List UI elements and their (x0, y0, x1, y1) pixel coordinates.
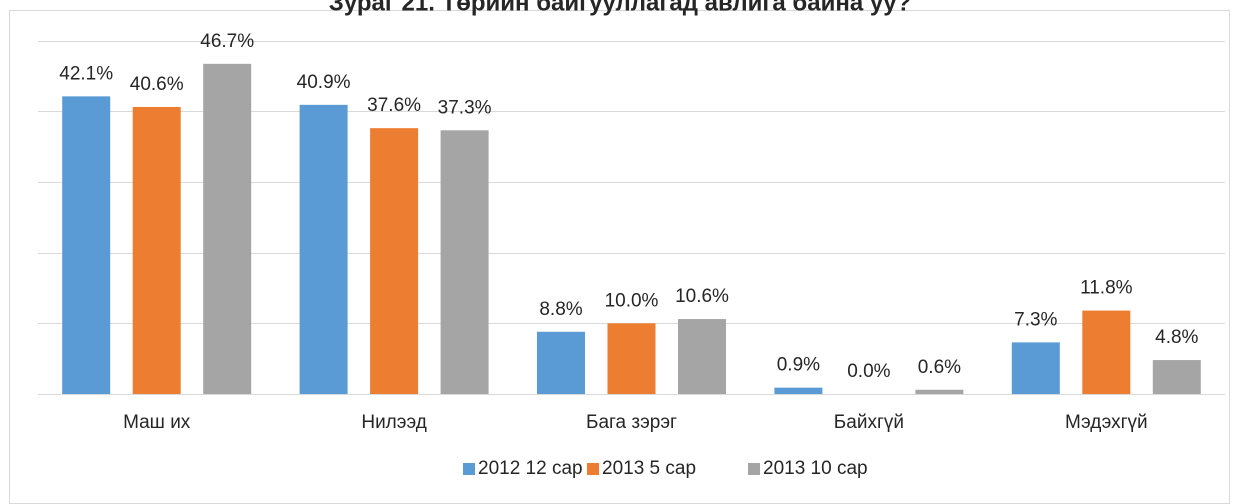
bar (1011, 342, 1060, 394)
legend-label: 2013 10 сар (763, 458, 868, 479)
bar (370, 128, 419, 394)
data-label: 7.3% (1014, 309, 1057, 330)
bar (132, 106, 181, 394)
bar (299, 104, 348, 394)
data-label: 8.8% (539, 299, 582, 320)
legend-swatch (463, 463, 475, 475)
x-tick-label: Нилээд (361, 412, 426, 433)
data-label: 10.6% (675, 286, 729, 307)
bar (440, 130, 489, 394)
bar (774, 387, 823, 394)
bar (203, 63, 252, 395)
data-label: 46.7% (200, 31, 254, 52)
x-tick-label: Байхгүй (834, 412, 904, 433)
data-label: 37.6% (367, 95, 421, 116)
data-label: 0.9% (777, 355, 820, 376)
bar (607, 323, 656, 394)
x-tick-label: Бага зэрэг (586, 412, 677, 433)
bar (915, 389, 964, 394)
data-label: 10.0% (605, 290, 659, 311)
legend-label: 2013 5 сар (602, 458, 696, 479)
bar (62, 96, 111, 394)
data-label: 40.9% (297, 72, 351, 93)
data-label: 0.0% (847, 361, 890, 382)
chart-title: Зураг 21. Төрийн байгууллагад авлига бай… (329, 0, 911, 16)
data-label: 4.8% (1155, 327, 1198, 348)
data-label: 11.8% (1080, 278, 1133, 299)
legend-swatch (748, 463, 760, 475)
data-label: 37.3% (438, 97, 492, 118)
data-label: 42.1% (59, 63, 113, 84)
data-label: 0.6% (918, 357, 961, 378)
x-tick-label: Маш их (123, 412, 191, 433)
bar (1082, 310, 1131, 394)
legend-label: 2012 12 сар (478, 458, 583, 479)
bar (1152, 360, 1201, 394)
bar (678, 319, 726, 394)
legend-swatch (587, 463, 599, 475)
x-tick-label: Мэдэхгүй (1065, 412, 1148, 433)
data-label: 40.6% (130, 74, 184, 95)
bar (537, 331, 585, 394)
